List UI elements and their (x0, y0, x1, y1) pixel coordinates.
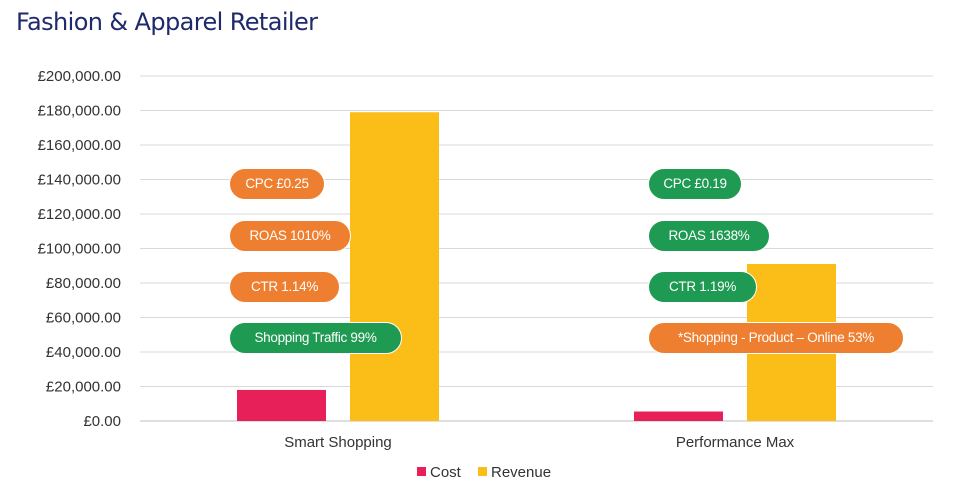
legend-swatch-cost (417, 467, 426, 476)
x-axis-ticks: Smart Shopping Performance Max (284, 434, 794, 451)
y-tick-label: £180,000.00 (38, 103, 121, 120)
annotation-smart-shopping-traffic: Shopping Traffic 99% (229, 322, 402, 354)
y-axis-ticks: £0.00 £20,000.00 £40,000.00 £60,000.00 £80,0… (38, 68, 121, 430)
y-tick-label: £20,000.00 (46, 379, 121, 396)
y-tick-label: £80,000.00 (46, 275, 121, 292)
y-tick-label: £0.00 (83, 413, 121, 430)
y-tick-label: £160,000.00 (38, 137, 121, 154)
bars (237, 112, 836, 421)
bar-cost-smart-shopping (237, 389, 326, 421)
annotation-smart-shopping-ctr: CTR 1.14% (229, 271, 340, 303)
bar-revenue-smart-shopping (350, 112, 439, 421)
y-tick-label: £100,000.00 (38, 241, 121, 258)
annotation-smart-shopping-cpc: CPC £0.25 (229, 168, 325, 200)
annotation-performance-max-ctr: CTR 1.19% (648, 271, 757, 303)
legend-label-cost: Cost (430, 464, 462, 481)
y-tick-label: £120,000.00 (38, 206, 121, 223)
legend: Cost Revenue (417, 464, 551, 481)
y-tick-label: £140,000.00 (38, 172, 121, 189)
annotation-smart-shopping-roas: ROAS 1010% (229, 220, 351, 252)
bar-cost-performance-max (634, 411, 723, 421)
y-tick-label: £40,000.00 (46, 344, 121, 361)
chart-title: Fashion & Apparel Retailer (16, 8, 318, 36)
y-tick-label: £60,000.00 (46, 310, 121, 327)
legend-label-revenue: Revenue (491, 464, 551, 481)
x-tick-label: Smart Shopping (284, 434, 392, 451)
y-tick-label: £200,000.00 (38, 68, 121, 85)
annotation-performance-max-roas: ROAS 1638% (648, 220, 770, 252)
legend-swatch-revenue (478, 467, 487, 476)
annotation-performance-max-shopping-product: *Shopping - Product – Online 53% (648, 322, 904, 354)
annotation-performance-max-cpc: CPC £0.19 (648, 168, 742, 200)
x-tick-label: Performance Max (676, 434, 795, 451)
